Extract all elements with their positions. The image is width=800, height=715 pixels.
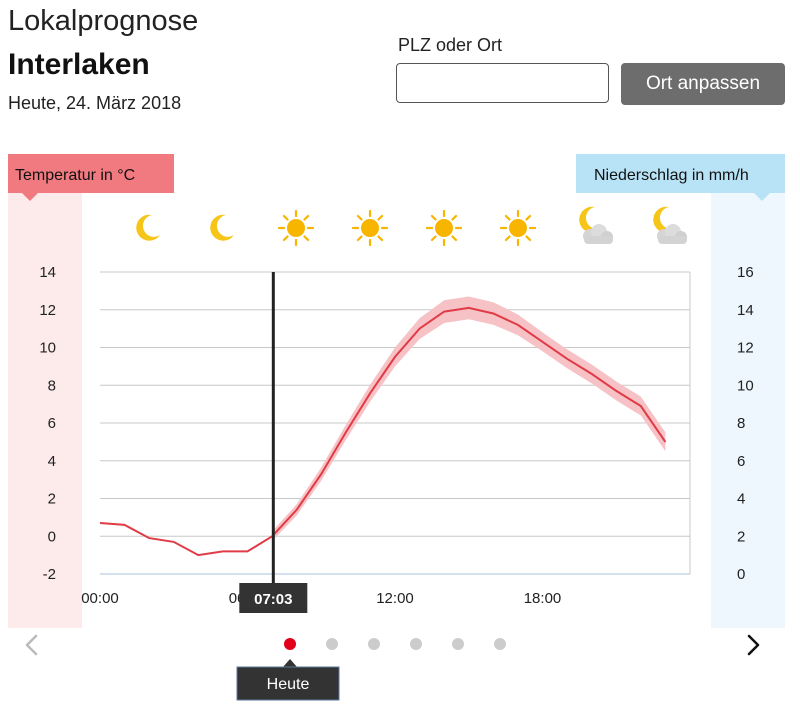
y-axis-labels: 14 12 10 8 6 4 2 0 -2 <box>39 264 56 583</box>
sun-icon <box>499 209 537 247</box>
moon-cloud-icon <box>579 206 613 244</box>
day-dot[interactable] <box>326 638 338 650</box>
sun-ray <box>504 214 511 221</box>
sun-icon <box>425 209 463 247</box>
sun-disc <box>435 219 453 237</box>
sun-ray <box>430 235 437 242</box>
sun-ray <box>282 214 289 221</box>
sun-disc <box>361 219 379 237</box>
precipitation-axis-band <box>711 193 785 628</box>
sun-disc <box>509 219 527 237</box>
moon-shape <box>136 214 160 241</box>
sun-ray <box>377 214 384 221</box>
temperature-axis-title: Temperatur in °C <box>15 167 135 184</box>
y2-tick-label: 12 <box>737 340 754 357</box>
active-day-tooltip: Heute <box>236 659 340 701</box>
sun-ray <box>504 235 511 242</box>
y2-axis-labels: 16 14 12 10 8 6 4 2 0 <box>737 264 754 583</box>
current-time-badge-box <box>239 583 308 613</box>
chart-grid <box>100 271 691 575</box>
weather-icons-row <box>136 206 687 247</box>
sun-ray <box>303 235 310 242</box>
search-label: PLZ oder Ort <box>398 35 503 55</box>
moon-cloud-icon <box>653 206 687 244</box>
current-time-badge: 07:03 <box>239 583 308 613</box>
y-tick-label: 10 <box>39 340 56 357</box>
sun-ray <box>377 235 384 242</box>
day-dot[interactable] <box>452 638 464 650</box>
temperature-axis-header <box>8 154 174 193</box>
y2-tick-label: 2 <box>737 528 745 545</box>
day-dot[interactable] <box>368 638 380 650</box>
sun-disc <box>287 219 305 237</box>
day-dot[interactable] <box>494 638 506 650</box>
moon-shape <box>653 206 677 233</box>
y-tick-label: -2 <box>43 566 56 583</box>
y-tick-label: 14 <box>39 264 56 281</box>
y2-tick-label: 14 <box>737 302 754 319</box>
y-tick-label: 12 <box>39 302 56 319</box>
temperature-axis-pointer <box>22 193 38 201</box>
sun-ray <box>356 214 363 221</box>
temperature-line <box>99 306 667 557</box>
x-tick-label: 12:00 <box>376 590 414 607</box>
day-dot[interactable] <box>284 638 296 650</box>
active-day-label: Heute <box>267 676 310 693</box>
sun-ray <box>451 214 458 221</box>
y-tick-label: 6 <box>48 415 56 432</box>
cloud-part <box>584 236 613 244</box>
chevron-right-icon <box>747 634 760 656</box>
y2-tick-label: 16 <box>737 264 754 281</box>
y2-tick-label: 10 <box>737 377 754 394</box>
search-button[interactable]: Ort anpassen <box>621 63 785 105</box>
forecast-date: Heute, 24. März 2018 <box>8 93 182 113</box>
x-tick-label: 18:00 <box>524 590 562 607</box>
y-tick-label: 8 <box>48 377 56 394</box>
x-tick-label: 00:00 <box>81 590 119 607</box>
next-day-button[interactable] <box>740 630 766 660</box>
day-dot[interactable] <box>410 638 422 650</box>
sun-icon <box>277 209 315 247</box>
y2-tick-label: 0 <box>737 566 745 583</box>
page-title: Lokalprognose <box>8 5 199 37</box>
precipitation-axis-title: Niederschlag in mm/h <box>594 167 749 184</box>
prev-day-button[interactable] <box>18 630 44 660</box>
sun-ray <box>451 235 458 242</box>
cloud-part <box>658 236 687 244</box>
y-tick-label: 4 <box>48 453 56 470</box>
uncertainty-band <box>272 296 666 541</box>
sun-ray <box>525 214 532 221</box>
sun-ray <box>303 214 310 221</box>
y2-tick-label: 6 <box>737 453 745 470</box>
chevron-left-icon <box>25 634 38 656</box>
current-time-label: 07:03 <box>254 591 292 608</box>
sun-icon <box>351 209 389 247</box>
location-name: Interlaken <box>8 48 150 81</box>
temperature-axis-band <box>8 193 82 628</box>
y-tick-label: 0 <box>48 528 56 545</box>
sun-ray <box>525 235 532 242</box>
search-input[interactable] <box>396 63 609 103</box>
sun-ray <box>356 235 363 242</box>
moon-shape <box>579 206 603 233</box>
moon-icon <box>210 214 234 241</box>
sun-ray <box>430 214 437 221</box>
y2-tick-label: 8 <box>737 415 745 432</box>
y2-tick-label: 4 <box>737 491 745 508</box>
y-tick-label: 2 <box>48 491 56 508</box>
active-day-tooltip-pointer <box>283 659 297 667</box>
moon-shape <box>210 214 234 241</box>
precipitation-axis-header <box>576 154 785 193</box>
active-day-tooltip-box <box>236 666 340 701</box>
precipitation-axis-pointer <box>754 193 770 201</box>
day-pagination <box>284 638 506 650</box>
moon-icon <box>136 214 160 241</box>
sun-ray <box>282 235 289 242</box>
